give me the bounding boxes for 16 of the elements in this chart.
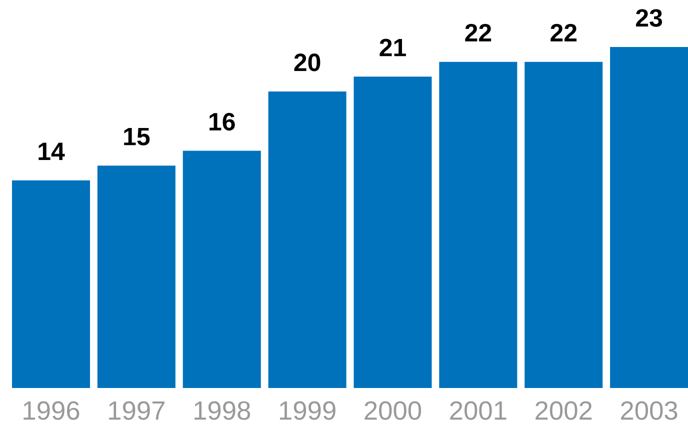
data-label: 22 (465, 24, 492, 42)
x-tick-label: 2002 (536, 401, 592, 420)
data-label: 16 (210, 112, 235, 131)
data-label: 21 (380, 38, 406, 56)
x-tick-label: 2003 (621, 401, 678, 420)
data-label: 23 (636, 9, 662, 27)
data-label: 22 (550, 24, 577, 42)
data-label: 15 (124, 128, 150, 146)
data-label: 20 (294, 54, 320, 72)
x-tick-label: 1999 (280, 401, 336, 420)
x-tick-label: 2001 (450, 401, 506, 420)
x-tick-label: 2000 (364, 401, 422, 420)
x-tick-label: 1996 (24, 401, 80, 420)
x-tick-label: 1997 (109, 401, 164, 420)
data-label: 14 (38, 142, 65, 160)
x-tick-label: 1998 (194, 401, 250, 420)
